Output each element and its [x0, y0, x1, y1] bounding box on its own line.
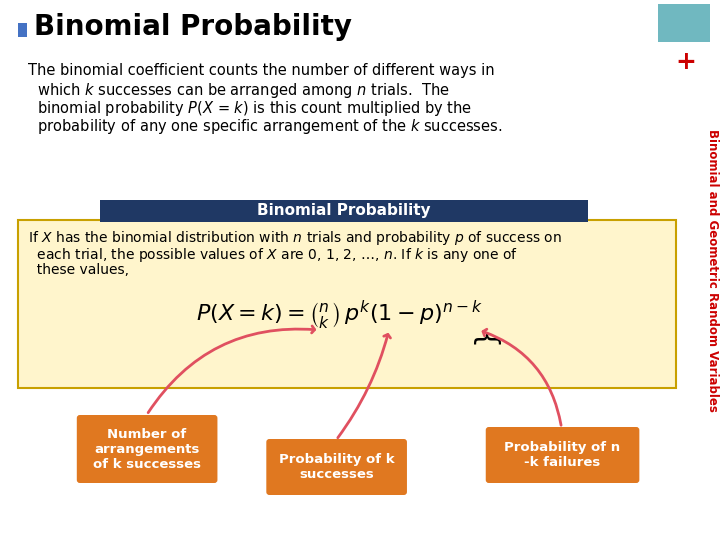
FancyBboxPatch shape [486, 427, 639, 483]
FancyBboxPatch shape [100, 200, 588, 222]
Text: each trial, the possible values of $X$ are 0, 1, 2, …, $n$. If $k$ is any one of: each trial, the possible values of $X$ a… [28, 246, 518, 264]
Text: Binomial Probability: Binomial Probability [34, 13, 352, 41]
FancyBboxPatch shape [658, 4, 710, 42]
Text: +: + [676, 50, 697, 74]
Text: $\}$: $\}$ [473, 332, 504, 348]
Text: Probability of n
-k failures: Probability of n -k failures [505, 441, 621, 469]
Text: Number of
arrangements
of k successes: Number of arrangements of k successes [93, 428, 201, 470]
Text: these values,: these values, [28, 263, 129, 277]
FancyBboxPatch shape [266, 439, 407, 495]
FancyBboxPatch shape [18, 23, 27, 37]
Text: Probability of k
successes: Probability of k successes [279, 453, 395, 481]
Text: The binomial coefficient counts the number of different ways in: The binomial coefficient counts the numb… [28, 63, 495, 78]
Text: Binomial and Geometric Random Variables: Binomial and Geometric Random Variables [706, 129, 719, 411]
Text: binomial probability $P$($X$ = $k$) is this count multiplied by the: binomial probability $P$($X$ = $k$) is t… [28, 99, 472, 118]
Text: probability of any one specific arrangement of the $k$ successes.: probability of any one specific arrangem… [28, 117, 502, 136]
Text: If $X$ has the binomial distribution with $n$ trials and probability $p$ of succ: If $X$ has the binomial distribution wit… [28, 229, 562, 247]
Text: Binomial Probability: Binomial Probability [257, 204, 431, 219]
Text: $P(X=k) = \binom{n}{k}\,p^k(1-p)^{n-k}$: $P(X=k) = \binom{n}{k}\,p^k(1-p)^{n-k}$ [196, 298, 482, 332]
FancyBboxPatch shape [18, 220, 676, 388]
FancyBboxPatch shape [77, 415, 217, 483]
Text: which $k$ successes can be arranged among $n$ trials.  The: which $k$ successes can be arranged amon… [28, 81, 449, 100]
